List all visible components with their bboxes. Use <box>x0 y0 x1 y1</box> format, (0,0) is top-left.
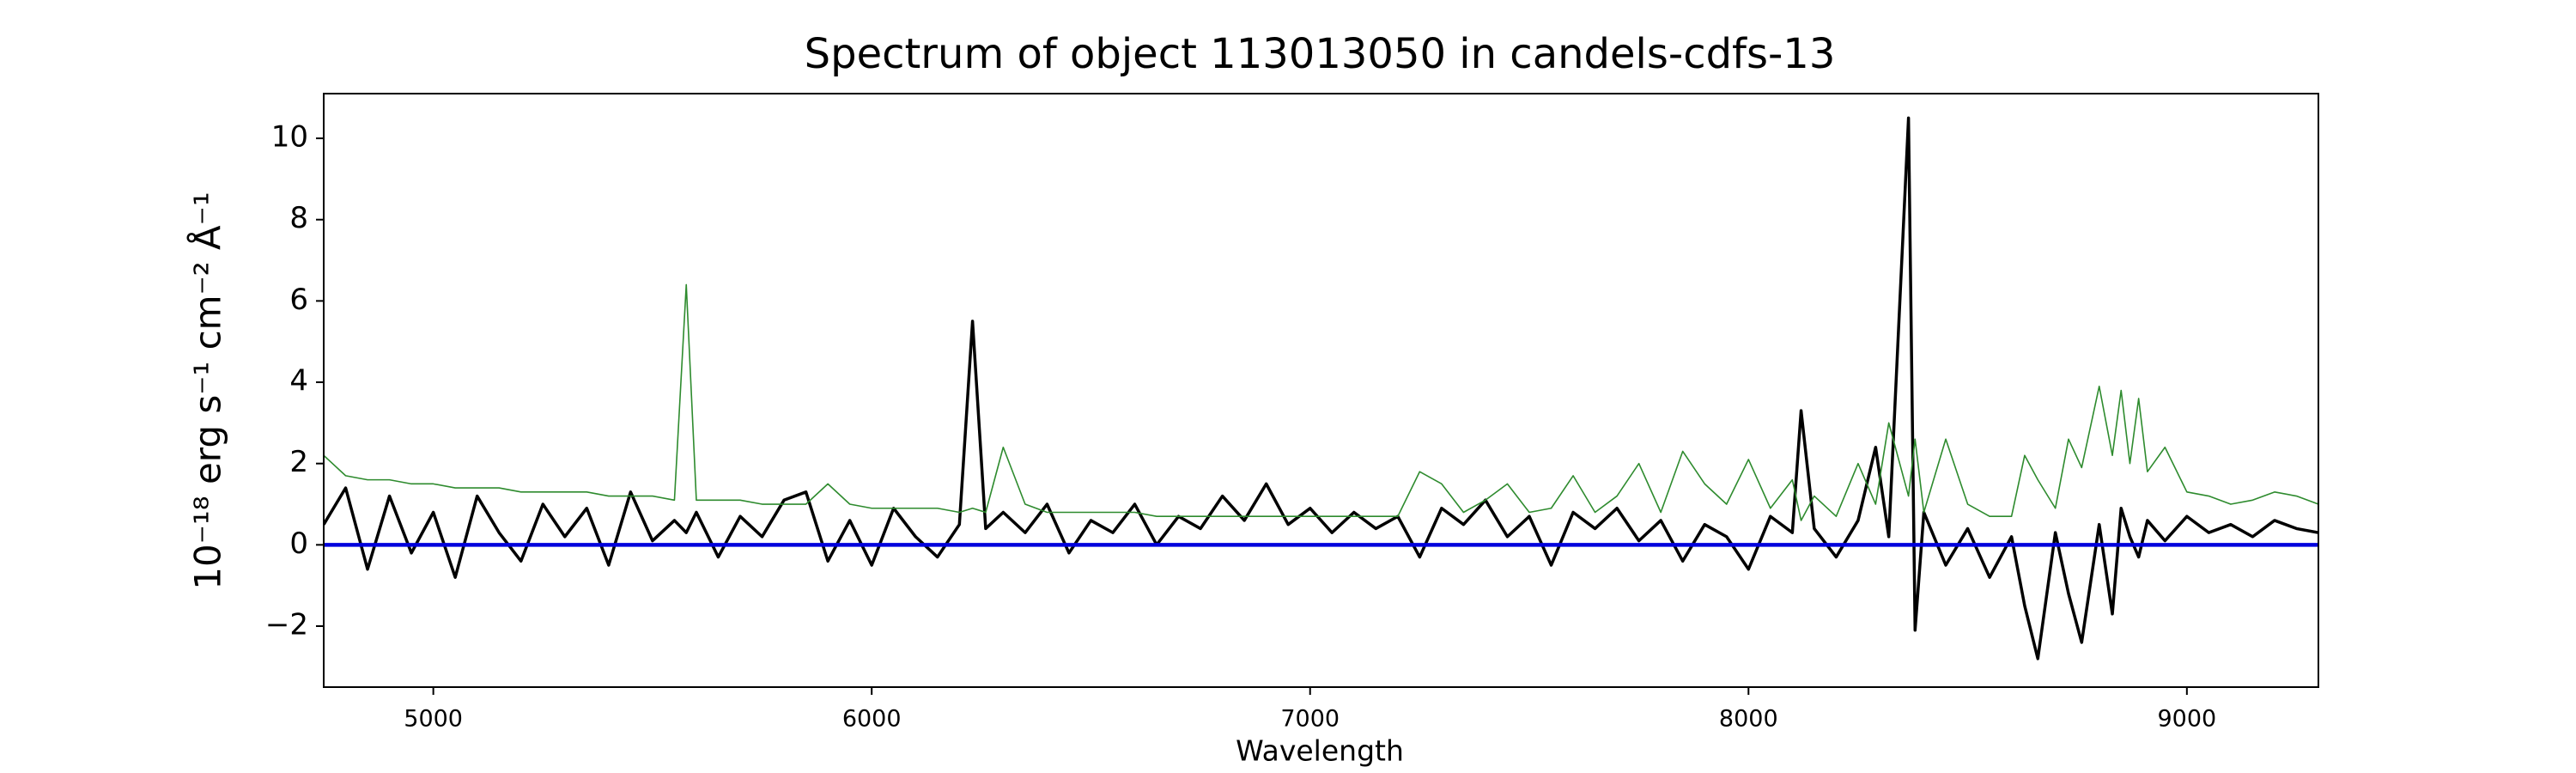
y-tick-label: 0 <box>289 526 308 561</box>
spectrum-line <box>324 116 2318 660</box>
x-tick-label: 5000 <box>404 706 463 733</box>
y-tick-label: 10 <box>271 120 308 155</box>
y-tick-label: 6 <box>289 283 308 317</box>
y-tick-label: 8 <box>289 201 308 235</box>
x-tick-label: 9000 <box>2157 706 2216 733</box>
x-tick-label: 8000 <box>1719 706 1778 733</box>
y-tick-label: 4 <box>289 364 308 399</box>
spectrum-line <box>324 283 2318 521</box>
y-axis-label: 10⁻¹⁸ erg s⁻¹ cm⁻² Å⁻¹ <box>186 192 229 589</box>
y-tick-label: 2 <box>289 445 308 479</box>
x-tick-label: 6000 <box>842 706 902 733</box>
y-tick-label: −2 <box>265 608 308 642</box>
plot-frame <box>323 93 2319 688</box>
chart-title: Spectrum of object 113013050 in candels-… <box>805 30 1836 78</box>
x-axis-label: Wavelength <box>1236 734 1404 768</box>
x-tick-label: 7000 <box>1280 706 1340 733</box>
